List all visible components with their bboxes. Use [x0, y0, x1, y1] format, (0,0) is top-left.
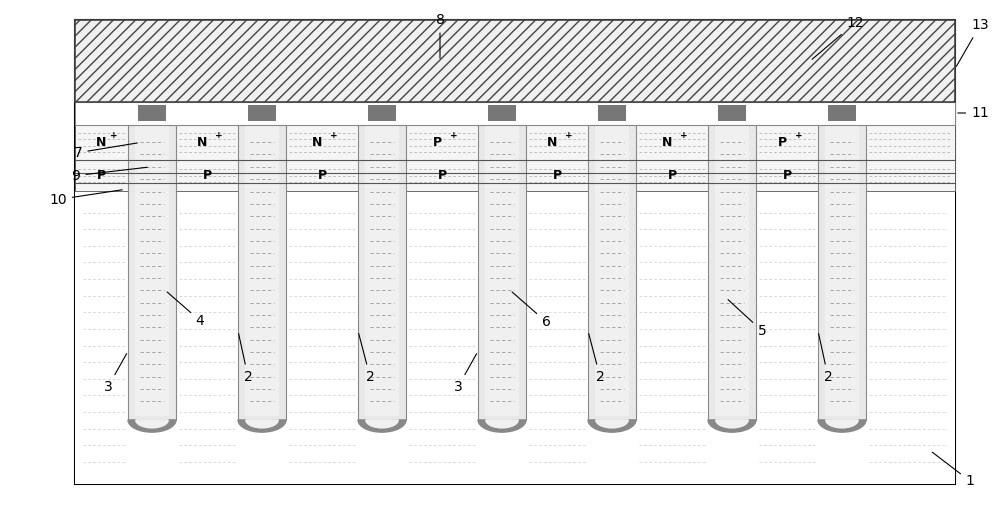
Text: +: +: [110, 131, 117, 140]
Bar: [245, 125, 279, 416]
Bar: [636, 160, 708, 191]
Bar: [75, 191, 955, 484]
Bar: [176, 160, 238, 191]
Wedge shape: [358, 420, 406, 432]
Wedge shape: [365, 420, 399, 429]
Bar: [715, 125, 749, 416]
Bar: [485, 125, 519, 416]
Bar: [526, 125, 588, 160]
Text: P: P: [437, 169, 447, 182]
Bar: [138, 105, 166, 121]
Bar: [176, 125, 238, 160]
Text: 1: 1: [932, 452, 974, 488]
Bar: [588, 125, 636, 420]
Text: N: N: [312, 136, 322, 149]
Text: 2: 2: [819, 333, 832, 384]
Text: 2: 2: [239, 333, 252, 384]
Wedge shape: [715, 420, 749, 429]
Bar: [825, 125, 859, 416]
Text: 8: 8: [436, 13, 444, 59]
Text: P: P: [667, 169, 677, 182]
Bar: [718, 105, 746, 121]
Wedge shape: [708, 420, 756, 432]
Text: N: N: [547, 136, 557, 149]
Bar: [828, 105, 856, 121]
Wedge shape: [478, 420, 526, 432]
Bar: [365, 125, 399, 416]
Text: 5: 5: [728, 300, 766, 338]
Text: 6: 6: [512, 292, 550, 329]
Wedge shape: [485, 420, 519, 429]
Bar: [128, 125, 176, 420]
Bar: [595, 125, 629, 416]
Text: 4: 4: [167, 292, 204, 328]
Bar: [488, 105, 516, 121]
Text: 13: 13: [956, 18, 989, 66]
Bar: [75, 20, 955, 102]
Text: N: N: [662, 136, 672, 149]
Text: +: +: [680, 131, 688, 140]
Text: P: P: [317, 169, 327, 182]
Text: P: P: [432, 136, 442, 149]
Bar: [866, 125, 955, 160]
Text: 12: 12: [812, 16, 864, 59]
Bar: [636, 125, 708, 160]
Wedge shape: [595, 420, 629, 429]
Bar: [598, 105, 626, 121]
Bar: [406, 125, 478, 160]
Text: 11: 11: [958, 106, 989, 120]
Wedge shape: [135, 420, 169, 429]
Text: N: N: [96, 136, 107, 149]
Bar: [708, 125, 756, 420]
Bar: [478, 125, 526, 420]
Text: P: P: [552, 169, 562, 182]
Bar: [368, 105, 396, 121]
Wedge shape: [245, 420, 279, 429]
Text: 2: 2: [359, 333, 374, 384]
Text: +: +: [450, 131, 458, 140]
Wedge shape: [588, 420, 636, 432]
Text: 10: 10: [49, 190, 122, 207]
Text: +: +: [565, 131, 573, 140]
Text: P: P: [782, 169, 792, 182]
Bar: [406, 160, 478, 191]
Bar: [358, 125, 406, 420]
Bar: [238, 125, 286, 420]
Bar: [75, 160, 128, 191]
Bar: [75, 20, 955, 484]
Bar: [526, 160, 588, 191]
Text: 7: 7: [74, 143, 137, 160]
Text: 3: 3: [454, 354, 477, 394]
Bar: [248, 105, 276, 121]
Text: 2: 2: [589, 333, 604, 384]
Text: +: +: [215, 131, 223, 140]
Bar: [756, 160, 818, 191]
Text: 9: 9: [72, 167, 147, 183]
Text: P: P: [202, 169, 212, 182]
Bar: [286, 160, 358, 191]
Bar: [75, 125, 128, 160]
Wedge shape: [128, 420, 176, 432]
Wedge shape: [825, 420, 859, 429]
Bar: [866, 160, 955, 191]
Bar: [135, 125, 169, 416]
Bar: [818, 125, 866, 420]
Wedge shape: [818, 420, 866, 432]
Wedge shape: [238, 420, 286, 432]
Text: +: +: [795, 131, 803, 140]
Bar: [286, 125, 358, 160]
Text: +: +: [330, 131, 338, 140]
Bar: [75, 102, 955, 125]
Text: 3: 3: [104, 354, 127, 394]
Text: N: N: [197, 136, 207, 149]
Text: P: P: [777, 136, 787, 149]
Bar: [756, 125, 818, 160]
Text: P: P: [97, 169, 106, 182]
